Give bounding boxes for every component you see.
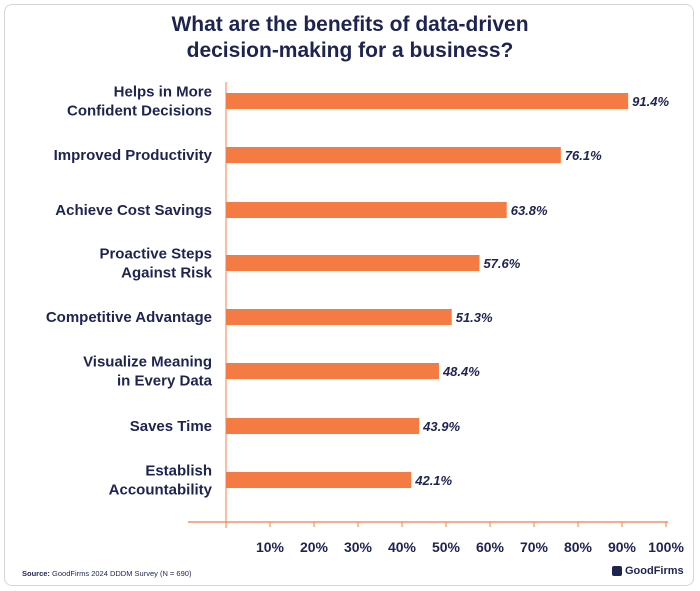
bar-8 (226, 472, 412, 488)
bar-1 (226, 93, 629, 109)
chart-title-line-1: What are the benefits of data-driven (171, 13, 529, 36)
category-label-3: Achieve Cost Savings (55, 202, 212, 219)
x-tick-label-10: 10% (256, 539, 285, 555)
category-label-8-line-2: Accountability (109, 482, 213, 499)
bar-4 (226, 255, 480, 271)
goodfirms-logo: GoodFirms (612, 565, 684, 577)
bar-6 (226, 363, 439, 379)
value-label-5: 51.3% (456, 310, 493, 325)
x-tick-label-70: 70% (520, 539, 549, 555)
bar-5 (226, 309, 452, 325)
category-label-7: Saves Time (130, 418, 212, 435)
chart-title-line-2: decision-making for a business? (186, 39, 514, 62)
x-tick-label-90: 90% (608, 539, 637, 555)
x-tick-label-20: 20% (300, 539, 329, 555)
category-label-1-line-1: Helps in More (114, 84, 212, 101)
value-label-4: 57.6% (483, 256, 520, 271)
x-tick-label-100: 100% (648, 539, 684, 555)
x-tick-label-40: 40% (388, 539, 417, 555)
x-tick-label-50: 50% (432, 539, 461, 555)
category-label-6-line-1: Visualize Meaning (83, 354, 212, 371)
category-label-8-line-1: Establish (145, 463, 212, 480)
value-label-2: 76.1% (565, 148, 602, 163)
x-tick-label-80: 80% (564, 539, 593, 555)
category-label-4-line-2: Against Risk (121, 265, 213, 282)
goodfirms-logo-text: GoodFirms (625, 565, 684, 577)
bar-2 (226, 147, 561, 163)
value-label-8: 42.1% (414, 473, 452, 488)
source-text: GoodFirms 2024 DDDM Survey (N = 690) (49, 569, 192, 578)
value-label-1: 91.4% (632, 94, 669, 109)
source-label: Source: (22, 569, 50, 578)
goodfirms-logo-icon (612, 566, 622, 576)
category-label-6-line-2: in Every Data (117, 373, 213, 390)
category-label-4-line-1: Proactive Steps (99, 246, 212, 263)
chart-title: What are the benefits of data-driven dec… (0, 12, 700, 64)
x-tick-label-60: 60% (476, 539, 505, 555)
source-note: Source: GoodFirms 2024 DDDM Survey (N = … (22, 569, 191, 578)
value-label-3: 63.8% (511, 203, 548, 218)
category-label-2: Improved Productivity (54, 147, 213, 164)
bar-3 (226, 202, 507, 218)
bar-7 (226, 418, 420, 434)
value-label-7: 43.9% (422, 419, 460, 434)
value-label-6: 48.4% (442, 364, 480, 379)
category-label-5: Competitive Advantage (46, 309, 212, 326)
category-label-1-line-2: Confident Decisions (67, 103, 212, 120)
x-tick-label-30: 30% (344, 539, 373, 555)
